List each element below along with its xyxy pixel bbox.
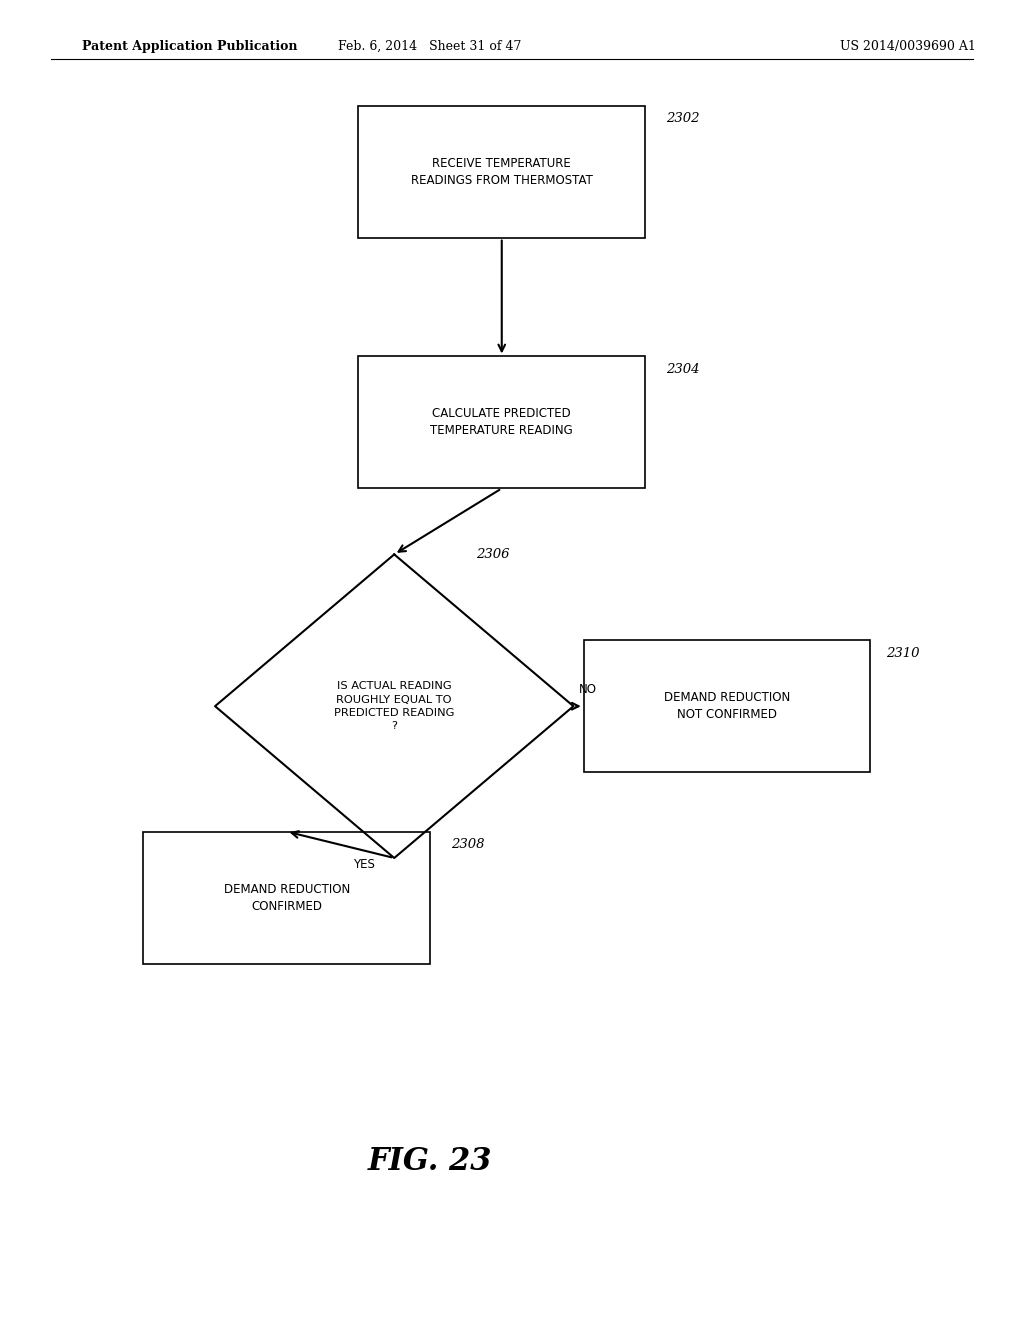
Text: IS ACTUAL READING
ROUGHLY EQUAL TO
PREDICTED READING
?: IS ACTUAL READING ROUGHLY EQUAL TO PREDI… <box>334 681 455 731</box>
Text: Patent Application Publication: Patent Application Publication <box>82 40 297 53</box>
Text: DEMAND REDUCTION
CONFIRMED: DEMAND REDUCTION CONFIRMED <box>223 883 350 912</box>
Text: DEMAND REDUCTION
NOT CONFIRMED: DEMAND REDUCTION NOT CONFIRMED <box>664 692 791 721</box>
FancyBboxPatch shape <box>584 640 870 772</box>
Text: 2310: 2310 <box>886 647 920 660</box>
Text: US 2014/0039690 A1: US 2014/0039690 A1 <box>840 40 976 53</box>
Text: Feb. 6, 2014   Sheet 31 of 47: Feb. 6, 2014 Sheet 31 of 47 <box>338 40 522 53</box>
FancyBboxPatch shape <box>143 832 430 964</box>
Text: 2304: 2304 <box>666 363 699 376</box>
Text: 2306: 2306 <box>476 548 510 561</box>
FancyBboxPatch shape <box>358 106 645 238</box>
Text: FIG. 23: FIG. 23 <box>368 1146 493 1177</box>
FancyBboxPatch shape <box>358 356 645 488</box>
Text: RECEIVE TEMPERATURE
READINGS FROM THERMOSTAT: RECEIVE TEMPERATURE READINGS FROM THERMO… <box>411 157 593 186</box>
Text: NO: NO <box>579 682 597 696</box>
Text: 2308: 2308 <box>451 838 484 851</box>
Text: YES: YES <box>353 858 375 871</box>
Text: 2302: 2302 <box>666 112 699 125</box>
Text: CALCULATE PREDICTED
TEMPERATURE READING: CALCULATE PREDICTED TEMPERATURE READING <box>430 408 573 437</box>
